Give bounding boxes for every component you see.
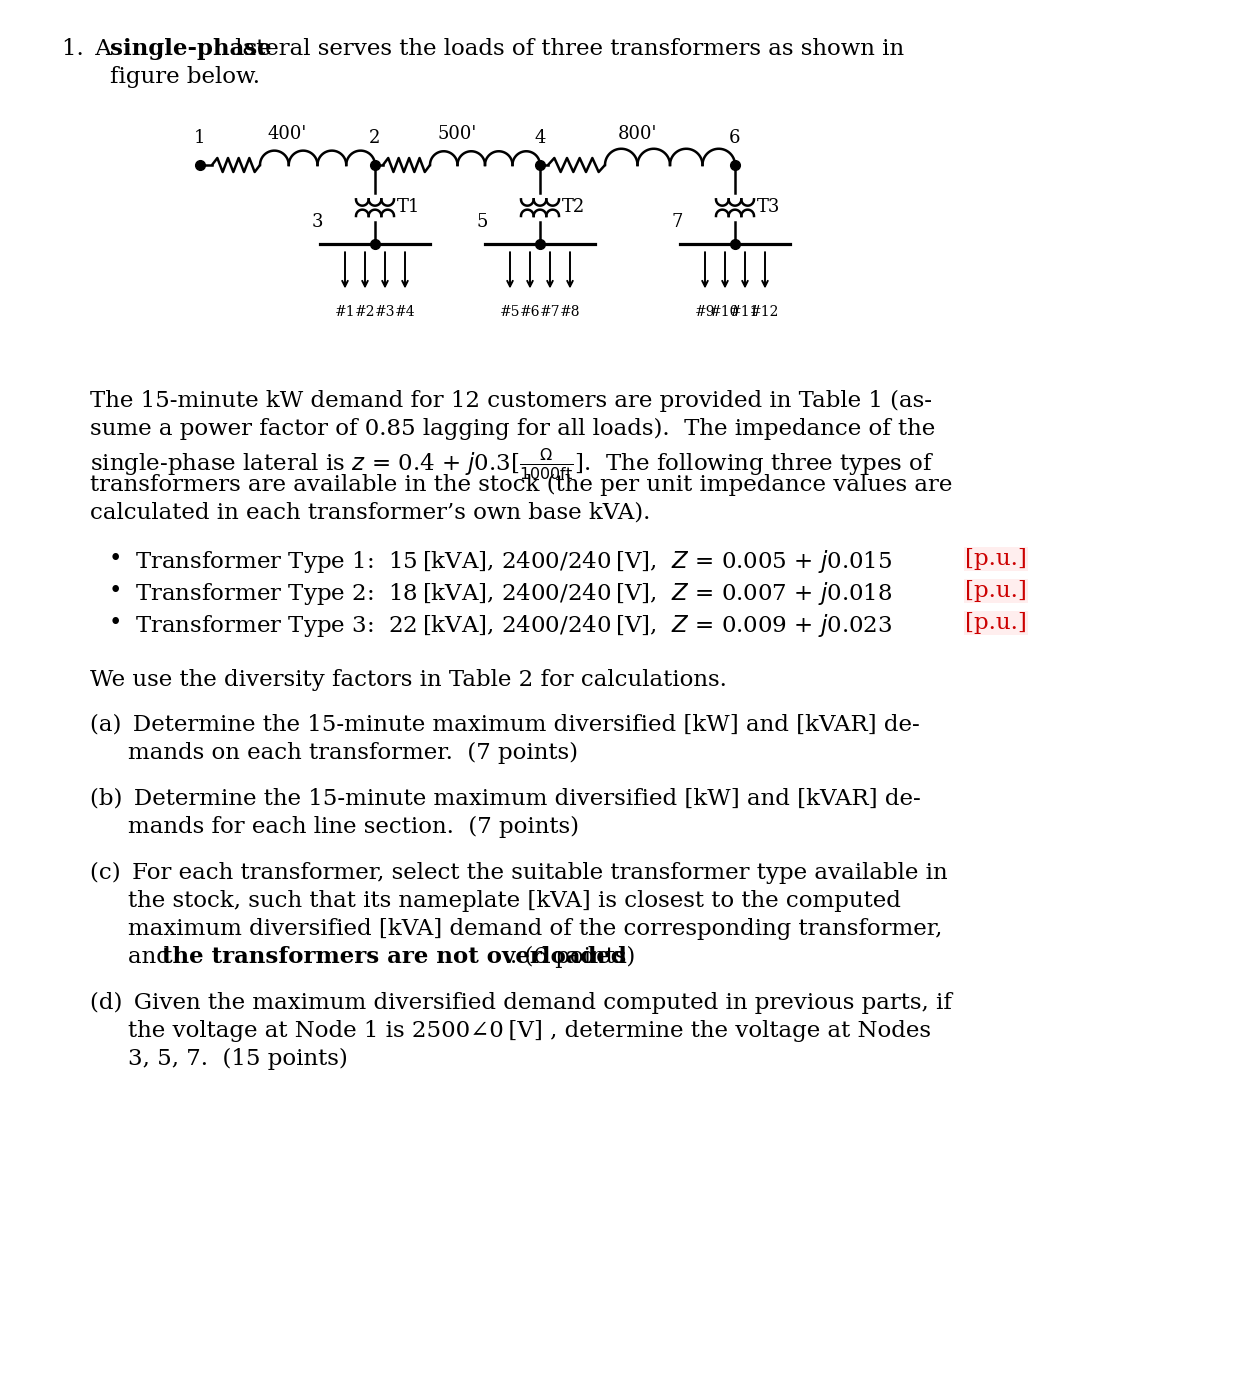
Text: T3: T3 <box>758 198 780 216</box>
Text: 3: 3 <box>312 213 323 231</box>
Text: . (6 points): . (6 points) <box>510 947 635 969</box>
Text: T2: T2 <box>561 198 585 216</box>
Text: •: • <box>108 548 122 570</box>
Text: 2: 2 <box>369 129 381 147</box>
Text: transformers are available in the stock (the per unit impedance values are: transformers are available in the stock … <box>89 473 953 497</box>
Text: 400': 400' <box>268 125 307 143</box>
Text: •: • <box>108 581 122 603</box>
Text: 4: 4 <box>534 129 545 147</box>
Text: 7: 7 <box>672 213 683 231</box>
Text: mands for each line section.  (7 points): mands for each line section. (7 points) <box>128 816 579 838</box>
Text: (c) For each transformer, select the suitable transformer type available in: (c) For each transformer, select the sui… <box>89 861 948 885</box>
Text: and: and <box>128 947 178 967</box>
Text: [p.u.]: [p.u.] <box>965 581 1027 603</box>
Text: 800': 800' <box>617 125 657 143</box>
Text: maximum diversified [kVA] demand of the corresponding transformer,: maximum diversified [kVA] demand of the … <box>128 918 943 940</box>
Text: figure below.: figure below. <box>111 66 260 88</box>
Text: single-phase lateral is $z$ = 0.4 + $j$0.3[$\frac{\Omega}{1000\mathrm{ft}}$].  T: single-phase lateral is $z$ = 0.4 + $j$0… <box>89 446 935 482</box>
Text: (a) Determine the 15-minute maximum diversified [kW] and [kVAR] de-: (a) Determine the 15-minute maximum dive… <box>89 714 920 736</box>
Text: the voltage at Node 1 is 2500∠0 [V] , determine the voltage at Nodes: the voltage at Node 1 is 2500∠0 [V] , de… <box>128 1020 932 1042</box>
Text: Transformer Type 1:  15 [kVA], 2400/240 [V],  $Z$ = 0.005 + $j$0.015: Transformer Type 1: 15 [kVA], 2400/240 [… <box>135 548 894 575</box>
Text: #11: #11 <box>730 305 760 319</box>
Text: the transformers are not overloaded: the transformers are not overloaded <box>161 947 627 967</box>
Text: #10: #10 <box>710 305 740 319</box>
Text: #1: #1 <box>334 305 355 319</box>
Text: #8: #8 <box>560 305 580 319</box>
Text: (b) Determine the 15-minute maximum diversified [kW] and [kVAR] de-: (b) Determine the 15-minute maximum dive… <box>89 788 920 810</box>
Text: 3, 5, 7.  (15 points): 3, 5, 7. (15 points) <box>128 1049 348 1071</box>
Text: (d) Given the maximum diversified demand computed in previous parts, if: (d) Given the maximum diversified demand… <box>89 992 951 1014</box>
Text: mands on each transformer.  (7 points): mands on each transformer. (7 points) <box>128 742 578 764</box>
Text: #9: #9 <box>694 305 715 319</box>
Text: #2: #2 <box>355 305 375 319</box>
Text: #6: #6 <box>519 305 540 319</box>
Text: sume a power factor of 0.85 lagging for all loads).  The impedance of the: sume a power factor of 0.85 lagging for … <box>89 418 935 440</box>
Text: #4: #4 <box>395 305 415 319</box>
Text: •: • <box>108 612 122 634</box>
Text: Transformer Type 2:  18 [kVA], 2400/240 [V],  $Z$ = 0.007 + $j$0.018: Transformer Type 2: 18 [kVA], 2400/240 [… <box>135 581 894 607</box>
Text: #7: #7 <box>540 305 560 319</box>
Text: [p.u.]: [p.u.] <box>965 612 1027 634</box>
Text: [p.u.]: [p.u.] <box>965 548 1027 570</box>
Text: #12: #12 <box>750 305 780 319</box>
Text: single-phase: single-phase <box>111 39 272 61</box>
Text: Transformer Type 3:  22 [kVA], 2400/240 [V],  $Z$ = 0.009 + $j$0.023: Transformer Type 3: 22 [kVA], 2400/240 [… <box>135 612 894 638</box>
Text: 1: 1 <box>194 129 206 147</box>
Text: calculated in each transformer’s own base kVA).: calculated in each transformer’s own bas… <box>89 502 651 524</box>
Text: #3: #3 <box>375 305 395 319</box>
Text: The 15-minute kW demand for 12 customers are provided in Table 1 (as-: The 15-minute kW demand for 12 customers… <box>89 389 932 411</box>
Text: lateral serves the loads of three transformers as shown in: lateral serves the loads of three transf… <box>229 39 904 61</box>
Text: 500': 500' <box>438 125 477 143</box>
Text: #5: #5 <box>499 305 520 319</box>
Text: 6: 6 <box>729 129 740 147</box>
Text: 1. A: 1. A <box>62 39 119 61</box>
Text: T1: T1 <box>397 198 420 216</box>
Text: 5: 5 <box>477 213 488 231</box>
Text: the stock, such that its nameplate [kVA] is closest to the computed: the stock, such that its nameplate [kVA]… <box>128 890 900 912</box>
Text: We use the diversity factors in Table 2 for calculations.: We use the diversity factors in Table 2 … <box>89 669 727 691</box>
